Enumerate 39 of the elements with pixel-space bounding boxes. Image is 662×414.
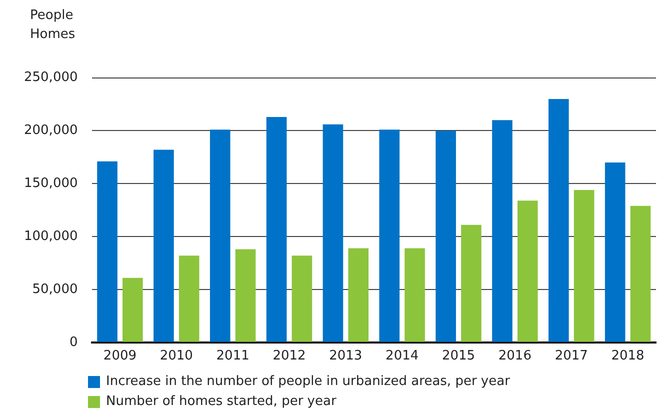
bar bbox=[379, 130, 400, 342]
legend-label: Increase in the number of people in urbanized areas, per year bbox=[106, 373, 510, 391]
bar bbox=[97, 161, 118, 342]
x-tick-label: 2011 bbox=[216, 348, 250, 364]
bar bbox=[348, 248, 369, 342]
y-tick-label: 100,000 bbox=[24, 228, 78, 244]
bar bbox=[436, 130, 456, 342]
bar bbox=[574, 190, 594, 342]
x-tick-label: 2012 bbox=[272, 348, 306, 364]
bar bbox=[630, 206, 651, 342]
bar bbox=[322, 124, 344, 342]
bar bbox=[517, 200, 538, 342]
y-tick-label: 200,000 bbox=[24, 123, 78, 138]
bar bbox=[492, 120, 512, 342]
bar bbox=[210, 130, 230, 342]
bar bbox=[461, 224, 482, 342]
x-tick-label: 2013 bbox=[329, 348, 362, 364]
x-tick-label: 2014 bbox=[386, 348, 419, 364]
bar bbox=[178, 256, 200, 342]
x-tick-label: 2009 bbox=[103, 348, 137, 364]
y-tick-label: 0 bbox=[69, 334, 78, 350]
bar bbox=[235, 249, 256, 342]
bar bbox=[154, 150, 174, 342]
legend-label: Number of homes started, per year bbox=[106, 393, 336, 411]
bar bbox=[404, 248, 425, 342]
bar bbox=[292, 256, 312, 342]
bar bbox=[548, 98, 569, 342]
bar bbox=[604, 162, 626, 342]
x-tick-label: 2010 bbox=[160, 348, 193, 364]
y-tick-label: 150,000 bbox=[24, 176, 78, 192]
x-tick-label: 2016 bbox=[498, 348, 532, 364]
x-tick-label: 2015 bbox=[442, 348, 476, 364]
bar bbox=[122, 278, 143, 342]
y-tick-label: 50,000 bbox=[32, 282, 78, 297]
x-tick-label: 2017 bbox=[554, 348, 588, 364]
x-tick-label: 2018 bbox=[611, 348, 644, 364]
y-axis-title: People Homes bbox=[30, 7, 76, 44]
y-tick-label: 250,000 bbox=[24, 70, 78, 86]
bar bbox=[266, 116, 287, 342]
